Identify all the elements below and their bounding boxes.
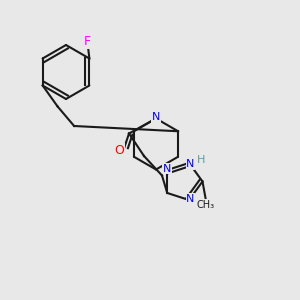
Text: O: O — [114, 143, 124, 157]
Text: N: N — [163, 164, 171, 173]
Text: N: N — [186, 160, 195, 170]
Text: N: N — [152, 112, 160, 122]
Text: F: F — [83, 35, 91, 48]
Text: H: H — [197, 155, 205, 165]
Text: CH₃: CH₃ — [196, 200, 214, 210]
Text: N: N — [186, 194, 195, 203]
